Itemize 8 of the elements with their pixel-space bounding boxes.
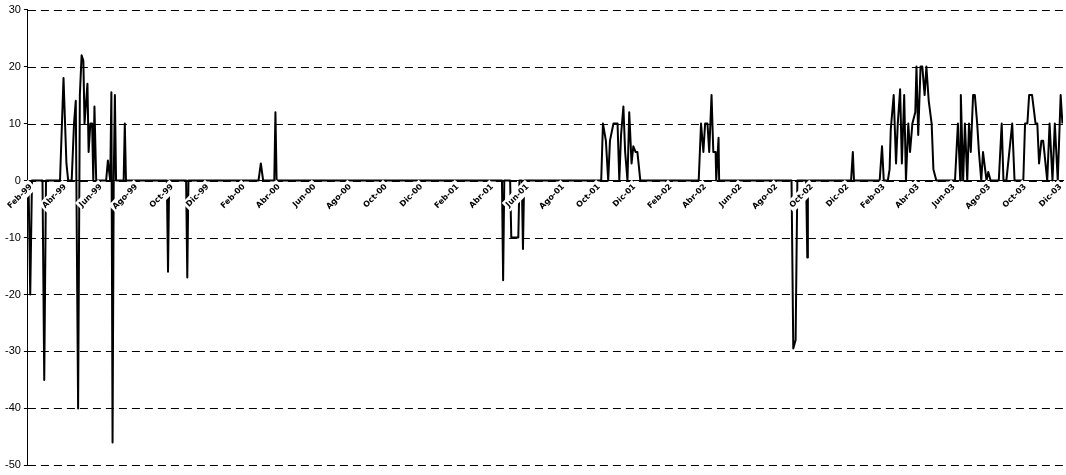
- y-tick-label: 20: [8, 59, 21, 72]
- y-tick-label: -50: [4, 458, 21, 471]
- y-tick-label: 30: [8, 2, 21, 15]
- y-tick-label: -30: [4, 344, 21, 357]
- y-tick-label: -10: [4, 230, 21, 243]
- y-tick-label: -20: [4, 287, 21, 300]
- y-tick-label: -40: [4, 401, 21, 414]
- y-tick-label: 10: [8, 116, 21, 129]
